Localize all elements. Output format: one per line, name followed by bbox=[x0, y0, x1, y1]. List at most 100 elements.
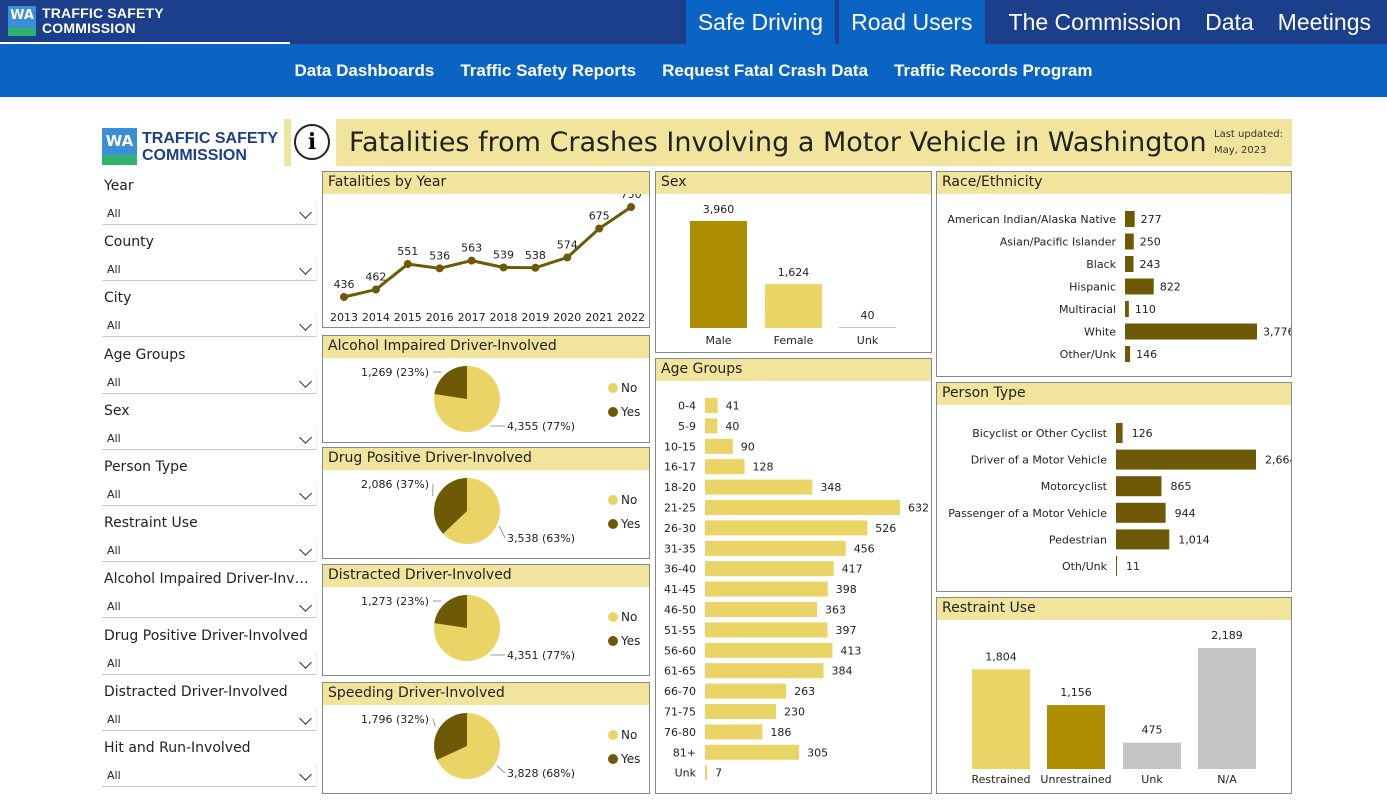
data-label: 2,189 bbox=[1211, 629, 1243, 642]
filter-age-groups: Age Groups All bbox=[102, 341, 317, 397]
y-tick-label: Passenger of a Motor Vehicle bbox=[948, 507, 1107, 520]
legend-marker-yes bbox=[608, 754, 618, 764]
city-dropdown[interactable]: All bbox=[102, 313, 317, 338]
subnav-data-dashboards[interactable]: Data Dashboards bbox=[294, 60, 435, 80]
data-label: 128 bbox=[752, 461, 773, 474]
y-tick-label: 81+ bbox=[673, 746, 696, 759]
logo-text-line1: TRAFFIC SAFETY bbox=[42, 5, 164, 21]
year-dropdown[interactable]: All bbox=[102, 201, 317, 225]
data-label: 1,624 bbox=[778, 266, 810, 279]
subnav-traffic-records-program[interactable]: Traffic Records Program bbox=[894, 60, 1093, 80]
top-navigation-bar: WA TRAFFIC SAFETY COMMISSION Safe Drivin… bbox=[0, 0, 1387, 44]
data-point bbox=[627, 203, 636, 211]
x-tick-label: 2013 bbox=[330, 311, 358, 324]
filter-label: Year bbox=[104, 178, 134, 194]
bar bbox=[705, 744, 800, 760]
y-tick-label: Hispanic bbox=[1069, 281, 1116, 294]
bar bbox=[1116, 529, 1170, 550]
nav-data[interactable]: Data bbox=[1205, 8, 1254, 35]
alcohol-dropdown[interactable]: All bbox=[102, 594, 317, 619]
bar bbox=[705, 561, 834, 577]
y-tick-label: 0-4 bbox=[678, 400, 696, 413]
filter-label: Alcohol Impaired Driver-Involved bbox=[104, 571, 314, 588]
filter-label: Hit and Run-Involved bbox=[104, 739, 251, 756]
dropdown-value: All bbox=[107, 375, 121, 389]
panel-title: Age Groups bbox=[656, 359, 931, 381]
data-label: 944 bbox=[1175, 507, 1196, 520]
legend-marker-yes bbox=[608, 636, 618, 646]
data-label: 475 bbox=[1142, 724, 1163, 737]
bar bbox=[1116, 423, 1123, 443]
nav-meetings[interactable]: Meetings bbox=[1277, 8, 1371, 35]
report-logo-line2: COMMISSION bbox=[142, 146, 247, 164]
data-label: 186 bbox=[770, 726, 791, 739]
chevron-down-icon bbox=[299, 262, 312, 276]
race-ethnicity-bar-chart: American Indian/Alaska Native 277 Asian/Pa… bbox=[947, 211, 1291, 362]
data-label: 536 bbox=[429, 249, 450, 262]
last-updated-label: Last updated: bbox=[1214, 129, 1283, 140]
person-type-dropdown[interactable]: All bbox=[102, 481, 317, 506]
subnav-traffic-safety-reports[interactable]: Traffic Safety Reports bbox=[460, 60, 637, 80]
panel-title: Sex bbox=[656, 172, 931, 194]
data-label: 1,804 bbox=[985, 650, 1017, 663]
filter-label: City bbox=[104, 290, 132, 307]
nav-road-users[interactable]: Road Users bbox=[839, 0, 985, 44]
y-tick-label: 71-75 bbox=[664, 706, 696, 719]
county-dropdown[interactable]: All bbox=[102, 257, 317, 282]
leader-line bbox=[498, 525, 506, 539]
data-label: 146 bbox=[1136, 348, 1157, 361]
x-tick-label: Unk bbox=[857, 334, 879, 347]
bar bbox=[705, 642, 833, 658]
race-ethnicity-panel: Race/Ethnicity American Indian/Alaska Na… bbox=[936, 171, 1292, 377]
bar bbox=[1123, 742, 1181, 769]
data-label: 462 bbox=[365, 271, 386, 284]
subnav-request-fatal-crash-data[interactable]: Request Fatal Crash Data bbox=[662, 60, 869, 80]
site-logo-area[interactable]: WA TRAFFIC SAFETY COMMISSION bbox=[0, 0, 290, 44]
filter-person-type: Person Type All bbox=[102, 453, 317, 509]
bar bbox=[1116, 476, 1162, 497]
data-point bbox=[371, 285, 380, 294]
legend-marker-no bbox=[608, 495, 618, 505]
data-label: 90 bbox=[741, 440, 755, 453]
filter-label: Distracted Driver-Involved bbox=[104, 683, 288, 700]
bar bbox=[1125, 323, 1257, 340]
info-icon[interactable]: i bbox=[294, 124, 330, 160]
age-groups-dropdown[interactable]: All bbox=[102, 369, 317, 394]
nav-safe-driving[interactable]: Safe Driving bbox=[685, 0, 836, 44]
chevron-down-icon bbox=[299, 543, 312, 556]
pie-slice-yes bbox=[434, 366, 467, 399]
distracted-dropdown[interactable]: All bbox=[102, 706, 317, 731]
nav-the-commission[interactable]: The Commission bbox=[1008, 8, 1182, 35]
y-tick-label: Oth/Unk bbox=[1062, 560, 1108, 573]
data-label: 305 bbox=[807, 746, 828, 759]
site-logo[interactable]: WA TRAFFIC SAFETY COMMISSION bbox=[8, 6, 164, 36]
age-groups-panel: Age Groups 0-4 41 5-9 40 10-15 90 16-17 128 18-2… bbox=[655, 358, 932, 794]
y-tick-label: Unk bbox=[675, 767, 697, 780]
restraint-use-dropdown[interactable]: All bbox=[102, 538, 317, 563]
last-updated-value: May, 2023 bbox=[1214, 145, 1267, 156]
bar bbox=[705, 683, 787, 699]
dropdown-value: All bbox=[107, 656, 121, 670]
age-groups-bar-chart: 0-4 41 5-9 40 10-15 90 16-17 128 18-20 348 21-25 63… bbox=[664, 398, 929, 781]
data-label: 397 bbox=[835, 624, 856, 637]
drug-dropdown[interactable]: All bbox=[102, 650, 317, 675]
sex-dropdown[interactable]: All bbox=[102, 425, 317, 450]
drug-panel: Drug Positive Driver-Involved 2,086 (37%… bbox=[322, 447, 650, 559]
y-tick-label: Asian/Pacific Islander bbox=[1000, 236, 1117, 249]
legend-label-yes: Yes bbox=[620, 517, 640, 531]
y-tick-label: Bicyclist or Other Cyclist bbox=[972, 427, 1107, 440]
x-tick-label: 2015 bbox=[394, 311, 422, 324]
chevron-down-icon bbox=[299, 768, 312, 781]
data-label-no: 4,351 (77%) bbox=[507, 649, 575, 662]
pie-slice-yes bbox=[434, 595, 467, 628]
hit-and-run-dropdown[interactable]: All bbox=[102, 762, 317, 787]
bar bbox=[705, 418, 718, 434]
data-label: 822 bbox=[1160, 281, 1181, 294]
bar bbox=[1116, 502, 1166, 523]
data-label-yes: 1,269 (23%) bbox=[361, 366, 429, 379]
bar bbox=[705, 663, 824, 679]
filter-label: Drug Positive Driver-Involved bbox=[104, 627, 308, 644]
distracted-panel: Distracted Driver-Involved 1,273 (23%) 4,… bbox=[322, 564, 650, 676]
alcohol-pie-chart: 1,269 (23%) 4,355 (77%) No Yes bbox=[361, 366, 640, 433]
y-tick-label: 76-80 bbox=[664, 726, 696, 739]
